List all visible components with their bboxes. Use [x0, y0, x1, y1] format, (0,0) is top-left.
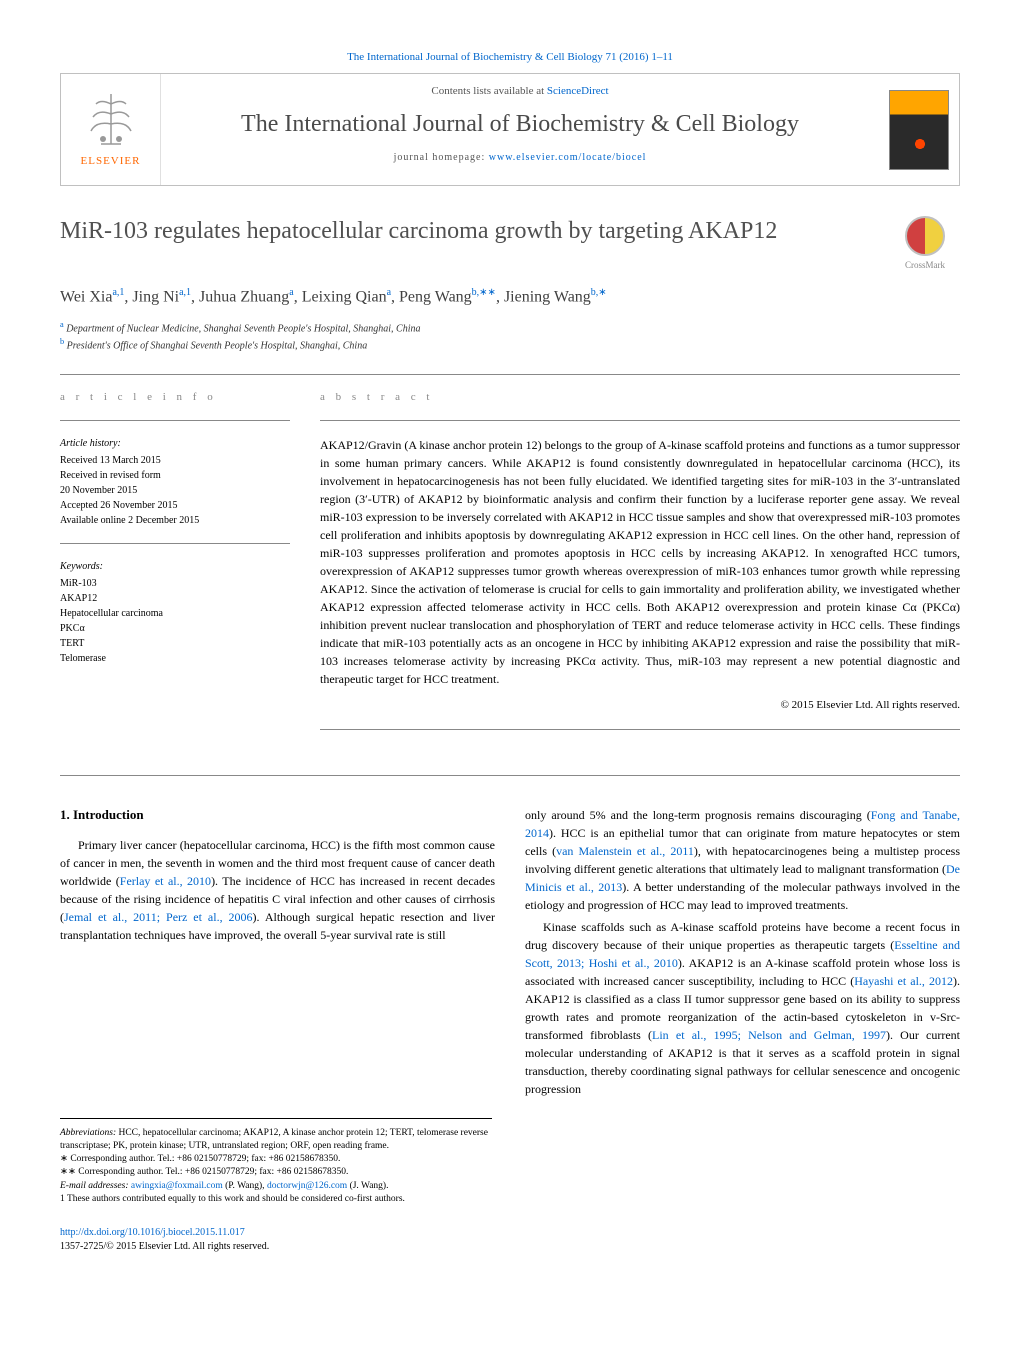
- author-name: Jiening Wang: [504, 289, 591, 306]
- article-title: MiR-103 regulates hepatocellular carcino…: [60, 216, 890, 247]
- info-abstract-row: a r t i c l e i n f o Article history: R…: [60, 390, 960, 745]
- history-item: Accepted 26 November 2015: [60, 498, 290, 513]
- author-name: Leixing Qian: [302, 289, 387, 306]
- corresponding-2: ∗∗ Corresponding author. Tel.: +86 02150…: [60, 1166, 492, 1179]
- keyword-item: AKAP12: [60, 591, 290, 606]
- copyright: © 2015 Elsevier Ltd. All rights reserved…: [320, 698, 960, 713]
- email1-who: (P. Wang),: [223, 1181, 267, 1191]
- email-label: E-mail addresses:: [60, 1181, 131, 1191]
- header-center: Contents lists available at ScienceDirec…: [161, 74, 879, 184]
- abbrev-text: HCC, hepatocellular carcinoma; AKAP12, A…: [60, 1128, 488, 1151]
- author-sup: b,∗: [591, 287, 607, 298]
- email2-who: (J. Wang).: [347, 1181, 388, 1191]
- abstract-divider: [320, 420, 960, 421]
- history-label: Article history:: [60, 436, 290, 451]
- affil-text: President's Office of Shanghai Seventh P…: [67, 341, 368, 352]
- journal-homepage: journal homepage: www.elsevier.com/locat…: [181, 151, 859, 165]
- equal-contribution: 1 These authors contributed equally to t…: [60, 1193, 492, 1206]
- section-heading: 1. Introduction: [60, 806, 495, 824]
- author-name: Jing Ni: [132, 289, 179, 306]
- header-box: ELSEVIER Contents lists available at Sci…: [60, 73, 960, 185]
- journal-citation: The International Journal of Biochemistr…: [60, 50, 960, 65]
- keywords-label: Keywords:: [60, 559, 290, 574]
- info-divider-2: [60, 543, 290, 544]
- publisher-logo: ELSEVIER: [61, 74, 161, 184]
- history-item: Available online 2 December 2015: [60, 513, 290, 528]
- info-divider: [60, 420, 290, 421]
- cover-thumbnail-icon: [889, 90, 949, 170]
- intro-para-1: Primary liver cancer (hepatocellular car…: [60, 836, 495, 944]
- author-sup: a: [387, 287, 391, 298]
- article-history: Article history: Received 13 March 2015R…: [60, 436, 290, 528]
- body-col-right: only around 5% and the long-term prognos…: [525, 806, 960, 1098]
- affil-text: Department of Nuclear Medicine, Shanghai…: [66, 323, 420, 334]
- keyword-item: Hepatocellular carcinoma: [60, 606, 290, 621]
- homepage-label: journal homepage:: [394, 152, 489, 163]
- email-link-1[interactable]: awingxia@foxmail.com: [131, 1181, 223, 1191]
- intro-para-2: Kinase scaffolds such as A-kinase scaffo…: [525, 918, 960, 1098]
- info-heading: a r t i c l e i n f o: [60, 390, 290, 405]
- citation-link[interactable]: Lin et al., 1995; Nelson and Gelman, 199…: [652, 1028, 886, 1042]
- author-name: Wei Xia: [60, 289, 112, 306]
- author-name: Juhua Zhuang: [199, 289, 289, 306]
- history-item: Received 13 March 2015: [60, 453, 290, 468]
- emails: E-mail addresses: awingxia@foxmail.com (…: [60, 1180, 492, 1193]
- abstract-text: AKAP12/Gravin (A kinase anchor protein 1…: [320, 436, 960, 688]
- email-link-2[interactable]: doctorwjn@126.com: [267, 1181, 347, 1191]
- affil-sup: a: [60, 320, 64, 329]
- author-sup: a,1: [179, 287, 191, 298]
- abbreviations: Abbreviations: HCC, hepatocellular carci…: [60, 1127, 492, 1154]
- issn-copyright: 1357-2725/© 2015 Elsevier Ltd. All right…: [60, 1240, 960, 1254]
- author-sup: a,1: [112, 287, 124, 298]
- citation-link[interactable]: Jemal et al., 2011; Perz et al., 2006: [64, 910, 253, 924]
- authors: Wei Xiaa,1, Jing Nia,1, Juhua Zhuanga, L…: [60, 286, 960, 309]
- doi-link[interactable]: http://dx.doi.org/10.1016/j.biocel.2015.…: [60, 1227, 245, 1238]
- contents-text: Contents lists available at: [431, 85, 546, 97]
- author-sup: b,∗∗: [472, 287, 496, 298]
- homepage-link[interactable]: www.elsevier.com/locate/biocel: [489, 152, 647, 163]
- abbrev-label: Abbreviations:: [60, 1128, 116, 1138]
- corresponding-1: ∗ Corresponding author. Tel.: +86 021507…: [60, 1153, 492, 1166]
- crossmark-icon: [905, 216, 945, 256]
- title-row: MiR-103 regulates hepatocellular carcino…: [60, 216, 960, 272]
- divider: [60, 374, 960, 375]
- citation-link[interactable]: Fong and Tanabe, 2014: [525, 808, 960, 840]
- intro-para-1-cont: only around 5% and the long-term prognos…: [525, 806, 960, 914]
- footnotes: Abbreviations: HCC, hepatocellular carci…: [60, 1118, 492, 1207]
- citation-link[interactable]: Ferlay et al., 2010: [120, 874, 211, 888]
- citation-link[interactable]: Hayashi et al., 2012: [854, 974, 953, 988]
- publisher-name: ELSEVIER: [81, 154, 141, 169]
- abstract-heading: a b s t r a c t: [320, 390, 960, 405]
- citation-link[interactable]: van Malenstein et al., 2011: [556, 844, 694, 858]
- citation-link[interactable]: De Minicis et al., 2013: [525, 862, 960, 894]
- citation-link[interactable]: Esseltine and Scott, 2013; Hoshi et al.,…: [525, 938, 960, 970]
- body-columns: 1. Introduction Primary liver cancer (he…: [60, 806, 960, 1098]
- history-item: Received in revised form: [60, 468, 290, 483]
- citation-link[interactable]: The International Journal of Biochemistr…: [347, 51, 673, 63]
- footer: http://dx.doi.org/10.1016/j.biocel.2015.…: [60, 1226, 960, 1254]
- author-name: Peng Wang: [399, 289, 472, 306]
- elsevier-tree-icon: [81, 89, 141, 149]
- body-divider: [60, 775, 960, 776]
- keyword-item: Telomerase: [60, 651, 290, 666]
- sciencedirect-link[interactable]: ScienceDirect: [547, 85, 609, 97]
- contents-line: Contents lists available at ScienceDirec…: [181, 84, 859, 99]
- affiliations: a Department of Nuclear Medicine, Shangh…: [60, 319, 960, 354]
- keyword-item: MiR-103: [60, 576, 290, 591]
- keyword-item: TERT: [60, 636, 290, 651]
- body-col-left: 1. Introduction Primary liver cancer (he…: [60, 806, 495, 1098]
- author-sup: a: [289, 287, 293, 298]
- abstract-column: a b s t r a c t AKAP12/Gravin (A kinase …: [320, 390, 960, 745]
- history-item: 20 November 2015: [60, 483, 290, 498]
- affil-sup: b: [60, 337, 64, 346]
- crossmark-badge[interactable]: CrossMark: [890, 216, 960, 272]
- keyword-item: PKCα: [60, 621, 290, 636]
- journal-title: The International Journal of Biochemistr…: [181, 110, 859, 139]
- keywords-block: Keywords: MiR-103AKAP12Hepatocellular ca…: [60, 559, 290, 666]
- abstract-divider-2: [320, 729, 960, 730]
- article-info: a r t i c l e i n f o Article history: R…: [60, 390, 290, 745]
- journal-cover: [879, 74, 959, 184]
- crossmark-label: CrossMark: [905, 260, 945, 270]
